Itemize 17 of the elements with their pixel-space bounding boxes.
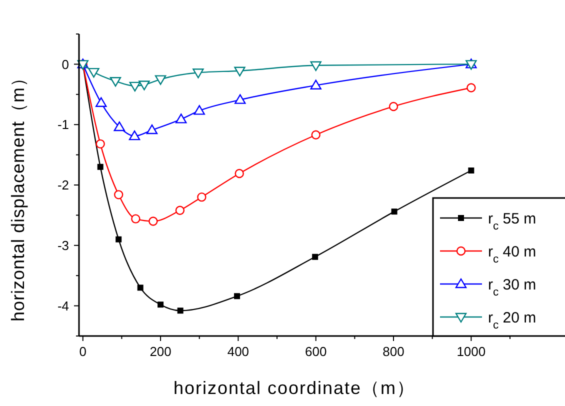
y-tick-label: 0: [62, 56, 69, 72]
y-axis-title: horizontal displacement（m）: [8, 68, 28, 322]
legend-label: r$_{c}$ 30 m: [488, 276, 536, 298]
x-tick-label: 0: [79, 344, 86, 359]
y-tick-label: -3: [57, 238, 69, 253]
y-tick-label: -1: [57, 117, 69, 132]
x-axis-title: horizontal coordinate（m）: [173, 378, 416, 398]
x-tick-label: 800: [382, 344, 404, 359]
legend-label: r$_{c}$ 55 m: [488, 210, 536, 232]
x-tick-label: 400: [227, 344, 250, 359]
legend-label: r$_{c}$ 40 m: [488, 243, 536, 266]
x-tick-label: 600: [305, 344, 327, 359]
x-tick-label: 200: [150, 344, 172, 359]
x-tick-label: 1000: [456, 344, 486, 359]
y-tick-label: -4: [57, 298, 69, 314]
y-tick-label: -2: [57, 178, 69, 193]
legend-label: r$_{c}$ 20 m: [488, 309, 536, 332]
